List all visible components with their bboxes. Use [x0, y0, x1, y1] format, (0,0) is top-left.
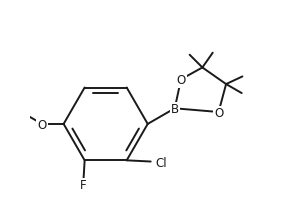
Text: B: B [171, 103, 179, 116]
Text: O: O [37, 119, 47, 132]
Text: Cl: Cl [155, 157, 167, 170]
Text: F: F [80, 179, 87, 192]
Text: O: O [176, 74, 186, 87]
Text: O: O [214, 107, 223, 120]
